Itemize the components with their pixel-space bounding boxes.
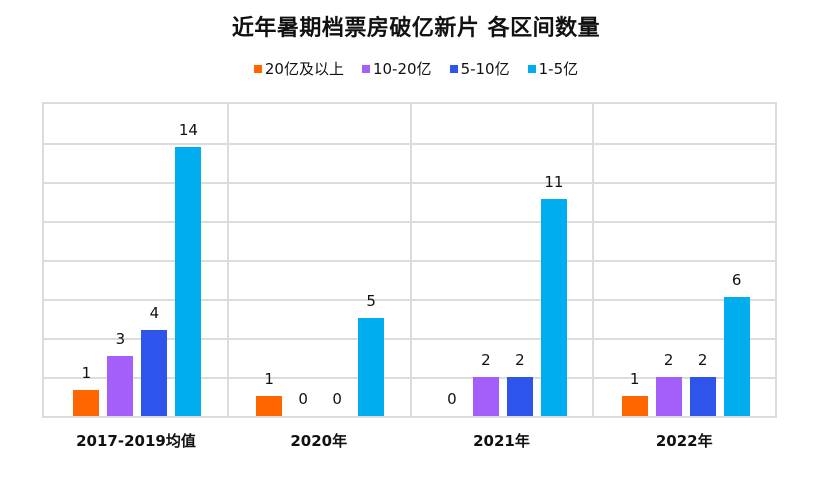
bar [472, 377, 499, 416]
category-label: 2017-2019均值 [76, 432, 196, 450]
bar [540, 199, 567, 416]
legend-label: 20亿及以上 [264, 60, 344, 78]
legend-swatch [449, 64, 458, 73]
category-label: 2020年 [290, 432, 348, 450]
legend-label: 5-10亿 [460, 60, 510, 78]
data-label: 11 [544, 173, 564, 191]
plot-area: 1 3 4 14 1 0 0 5 0 2 2 11 1 2 2 6 [42, 102, 777, 418]
legend-item: 5-10亿 [449, 58, 510, 79]
chart-title: 近年暑期档票房破亿新片 各区间数量 [231, 16, 601, 41]
data-label: 2 [515, 351, 525, 369]
legend-swatch [253, 64, 262, 73]
legend-label: 1-5亿 [538, 60, 579, 78]
bar [141, 330, 168, 416]
bar [621, 396, 648, 416]
bar [256, 396, 283, 416]
bar [358, 318, 385, 416]
data-label: 3 [115, 330, 126, 348]
legend: 20亿及以上 10-20亿 5-10亿 1-5亿 [0, 58, 832, 79]
data-label: 5 [366, 292, 376, 310]
data-label: 6 [731, 271, 742, 289]
bar [73, 390, 100, 416]
data-label: 0 [447, 390, 457, 408]
data-label: 2 [697, 351, 708, 369]
group-divider [592, 104, 595, 416]
legend-label: 10-20亿 [372, 60, 432, 78]
legend-item: 20亿及以上 [253, 58, 344, 79]
legend-item: 1-5亿 [527, 58, 579, 79]
data-label: 2 [481, 351, 491, 369]
data-label: 1 [264, 370, 274, 388]
group-divider [226, 104, 229, 416]
data-label: 1 [629, 370, 640, 388]
legend-swatch [361, 64, 370, 73]
bar [175, 147, 202, 416]
data-label: 1 [81, 364, 92, 382]
group-divider [409, 104, 412, 416]
data-label: 0 [332, 390, 342, 408]
data-label: 2 [663, 351, 674, 369]
bar [689, 377, 716, 416]
data-label: 0 [298, 390, 308, 408]
data-label: 4 [149, 304, 160, 322]
bar [723, 297, 750, 416]
category-label: 2022年 [655, 432, 713, 450]
legend-item: 10-20亿 [361, 58, 432, 79]
data-label: 14 [178, 121, 198, 139]
legend-swatch [527, 64, 536, 73]
bar [655, 377, 682, 416]
category-label: 2021年 [473, 432, 530, 450]
bar [107, 356, 134, 416]
bar [506, 377, 533, 416]
